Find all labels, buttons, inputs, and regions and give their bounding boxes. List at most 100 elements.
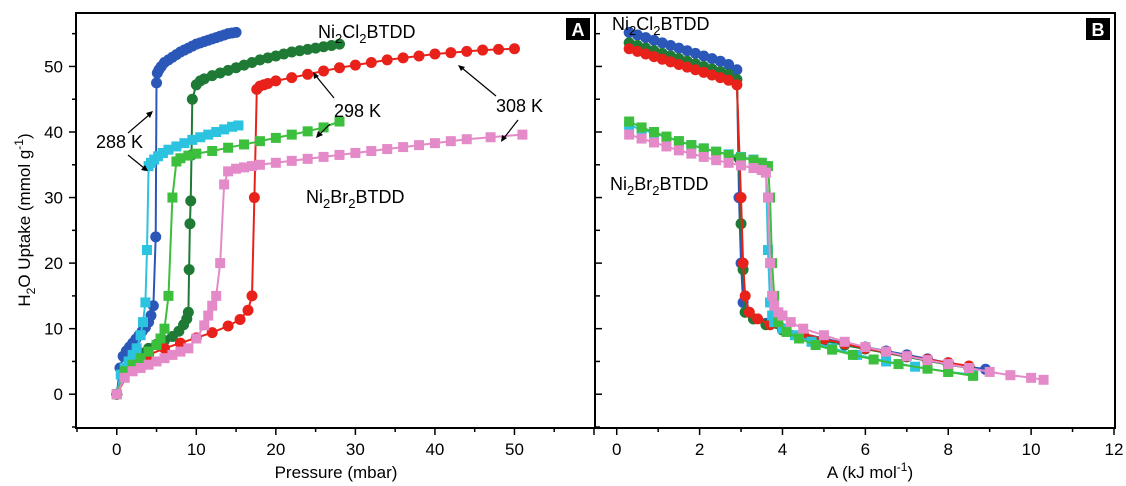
point-ni2cl2btdd-308-k — [234, 313, 246, 325]
point-ni2cl2btdd-288-k — [681, 45, 693, 57]
point-ni2cl2btdd-288-k — [731, 64, 743, 76]
arrowhead-288k-down — [141, 165, 148, 171]
point-ni2cl2btdd-298-k — [183, 264, 195, 276]
series-ni2br2btdd-298-k — [624, 116, 979, 381]
point-ni2br2btdd-308-k — [485, 132, 496, 143]
point-ni2br2btdd-298-k — [968, 370, 979, 381]
point-ni2cl2btdd-308-k — [158, 342, 170, 354]
point-ni2br2btdd-308-k — [748, 163, 759, 174]
arrowhead-298k-up — [313, 72, 319, 79]
point-ni2cl2btdd-288-k — [656, 37, 668, 49]
point-ni2cl2btdd-308-k — [737, 257, 749, 269]
series-ni2cl2btdd-308-k — [111, 43, 520, 400]
arrowhead-308k-down — [501, 135, 507, 142]
panel-b-x-tick-label: 2 — [695, 440, 704, 459]
point-ni2br2btdd-298-k — [318, 122, 329, 133]
point-ni2br2btdd-308-k — [636, 133, 647, 144]
panel-a-x-tick-label: 10 — [187, 440, 206, 459]
point-ni2cl2btdd-288-k — [640, 32, 652, 44]
point-ni2br2btdd-298-k — [773, 317, 784, 328]
point-ni2cl2btdd-288-k — [714, 55, 726, 67]
point-ni2cl2btdd-308-k — [665, 56, 677, 68]
point-ni2br2btdd-308-k — [135, 363, 146, 373]
point-ni2br2btdd-298-k — [756, 157, 767, 168]
point-ni2br2btdd-288-k — [131, 343, 142, 354]
panel-a-x-tick-label: 40 — [425, 440, 444, 459]
panel-a-x-tick-label: 0 — [112, 440, 121, 459]
point-ni2br2btdd-308-k — [119, 372, 130, 383]
point-ni2cl2btdd-308-k — [381, 54, 393, 66]
point-ni2br2btdd-288-k — [211, 127, 222, 137]
panel-b-x-tick-label: 12 — [1105, 440, 1124, 459]
point-ni2cl2btdd-308-k — [206, 327, 218, 339]
point-ni2br2btdd-308-k — [159, 353, 170, 364]
point-ni2br2btdd-288-k — [157, 147, 168, 158]
point-ni2br2btdd-298-k — [302, 126, 313, 137]
arrow-288k-up — [127, 114, 150, 134]
series-ni2br2btdd-288-k — [111, 120, 244, 400]
point-ni2br2btdd-298-k — [711, 146, 722, 157]
point-ni2br2btdd-288-k — [163, 144, 174, 155]
point-ni2br2btdd-298-k — [649, 127, 660, 137]
point-ni2br2btdd-298-k — [661, 131, 672, 142]
panel-a-y-tick-label: 10 — [44, 320, 63, 339]
panel-b-br-compound-label: Ni2Br2BTDD — [610, 174, 708, 198]
point-ni2br2btdd-308-k — [366, 146, 377, 157]
point-ni2br2btdd-308-k — [769, 300, 780, 311]
panel-b-y-ticks — [596, 32, 602, 428]
point-ni2br2btdd-298-k — [736, 152, 747, 163]
panel-a-annotation-arrows — [127, 65, 519, 171]
point-ni2cl2btdd-308-k — [752, 313, 764, 325]
panel-b-x-tick-label: 8 — [944, 440, 953, 459]
point-ni2br2btdd-308-k — [254, 159, 265, 170]
panel-a-298k-label: 298 K — [334, 101, 381, 121]
point-ni2br2btdd-308-k — [191, 333, 202, 344]
arrow-288k-down — [127, 154, 145, 169]
point-ni2br2btdd-308-k — [1038, 374, 1049, 385]
point-ni2br2btdd-308-k — [984, 366, 995, 377]
point-ni2br2btdd-298-k — [239, 139, 250, 150]
panel-b-x-tick-label: 6 — [861, 440, 870, 459]
point-ni2br2btdd-308-k — [199, 320, 210, 331]
point-ni2br2btdd-308-k — [698, 151, 709, 162]
point-ni2br2btdd-308-k — [881, 346, 892, 357]
point-ni2br2btdd-298-k — [270, 132, 281, 143]
point-ni2cl2btdd-308-k — [413, 50, 425, 62]
panel-a-series — [111, 26, 528, 400]
point-ni2cl2btdd-308-k — [689, 64, 701, 76]
point-ni2br2btdd-308-k — [215, 258, 226, 269]
point-ni2br2btdd-288-k — [767, 310, 778, 321]
point-ni2br2btdd-308-k — [207, 300, 218, 311]
point-ni2br2btdd-288-k — [762, 245, 773, 255]
point-ni2br2btdd-308-k — [223, 166, 234, 177]
point-ni2br2btdd-298-k — [847, 349, 858, 360]
point-ni2br2btdd-308-k — [143, 359, 154, 370]
point-ni2br2btdd-298-k — [673, 136, 684, 147]
panel-a-x-tick-label: 50 — [505, 440, 524, 459]
point-ni2br2btdd-308-k — [922, 355, 933, 366]
panel-a-y-tick-label: 20 — [44, 254, 63, 273]
panel-a-y-tick-label: 50 — [44, 57, 63, 76]
point-ni2br2btdd-288-k — [187, 134, 198, 145]
series-ni2cl2btdd-298-k — [111, 38, 345, 400]
panel-a-308k-label: 308 K — [496, 96, 543, 116]
point-ni2cl2btdd-308-k — [508, 43, 520, 55]
point-ni2br2btdd-298-k — [636, 122, 647, 133]
point-ni2br2btdd-308-k — [818, 330, 829, 341]
point-ni2br2btdd-288-k — [171, 141, 182, 152]
point-ni2cl2btdd-308-k — [248, 192, 260, 204]
point-ni2br2btdd-308-k — [767, 290, 778, 301]
point-ni2cl2btdd-288-k — [665, 39, 677, 51]
point-ni2br2btdd-308-k — [1005, 370, 1016, 381]
point-ni2br2btdd-308-k — [414, 140, 425, 151]
point-ni2br2btdd-308-k — [661, 141, 672, 152]
point-ni2br2btdd-288-k — [127, 349, 138, 360]
point-ni2br2btdd-298-k — [183, 150, 194, 161]
point-ni2br2btdd-308-k — [382, 144, 393, 155]
point-ni2cl2btdd-308-k — [656, 53, 668, 65]
panel-b-x-tick-label: 10 — [1022, 440, 1041, 459]
point-ni2cl2btdd-308-k — [477, 44, 489, 56]
point-ni2br2btdd-298-k — [286, 129, 297, 140]
point-ni2br2btdd-308-k — [350, 147, 361, 158]
series-line-ni2cl2btdd-288-k — [628, 31, 986, 371]
